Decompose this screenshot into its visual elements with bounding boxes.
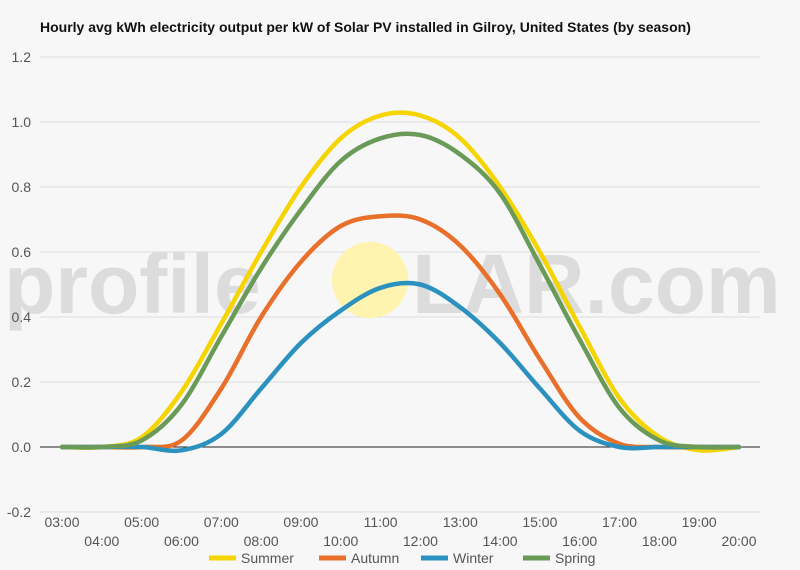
x-tick-label: 03:00 (44, 514, 79, 530)
x-tick-label: 16:00 (562, 533, 597, 549)
x-tick-label: 06:00 (164, 533, 199, 549)
legend-label: Summer (241, 550, 294, 566)
series-line-autumn (59, 213, 742, 450)
x-tick-label: 08:00 (244, 533, 279, 549)
y-tick-label: 0.8 (12, 179, 32, 195)
watermark: profile LAR.com (4, 237, 781, 331)
x-tick-label: 20:00 (721, 533, 756, 549)
series-line-winter (59, 280, 742, 454)
x-tick-label: 14:00 (483, 533, 518, 549)
y-tick-label: 1.2 (12, 49, 32, 65)
legend-label: Autumn (351, 550, 399, 566)
x-tick-label: 13:00 (443, 514, 478, 530)
x-tick-label: 17:00 (602, 514, 637, 530)
y-tick-label: -0.2 (7, 504, 31, 520)
x-tick-label: 15:00 (522, 514, 557, 530)
y-tick-label: 0.0 (12, 439, 32, 455)
y-tick-label: 0.6 (12, 244, 32, 260)
x-tick-label: 07:00 (204, 514, 239, 530)
y-axis-labels: -0.2 0.0 0.2 0.4 0.6 0.8 1.0 1.2 (7, 49, 31, 520)
y-tick-label: 1.0 (12, 114, 32, 130)
x-tick-label: 04:00 (84, 533, 119, 549)
legend-label: Spring (555, 550, 595, 566)
x-tick-label: 05:00 (124, 514, 159, 530)
legend-label: Winter (453, 550, 494, 566)
x-tick-label: 19:00 (682, 514, 717, 530)
y-tick-label: 0.2 (12, 374, 32, 390)
watermark-sun-icon (332, 242, 408, 318)
legend: Summer Autumn Winter Spring (209, 550, 595, 566)
series-line-summer (59, 110, 742, 453)
y-tick-label: 0.4 (12, 309, 32, 325)
x-tick-label: 09:00 (283, 514, 318, 530)
x-tick-label: 10:00 (323, 533, 358, 549)
x-tick-label: 11:00 (364, 514, 398, 530)
series-line-spring (59, 131, 742, 450)
watermark-text-left: profile (4, 237, 261, 331)
x-tick-label: 18:00 (642, 533, 677, 549)
grid (40, 56, 760, 513)
series-lines (59, 110, 742, 454)
x-tick-label: 12:00 (403, 533, 438, 549)
chart-title: Hourly avg kWh electricity output per kW… (40, 19, 691, 35)
